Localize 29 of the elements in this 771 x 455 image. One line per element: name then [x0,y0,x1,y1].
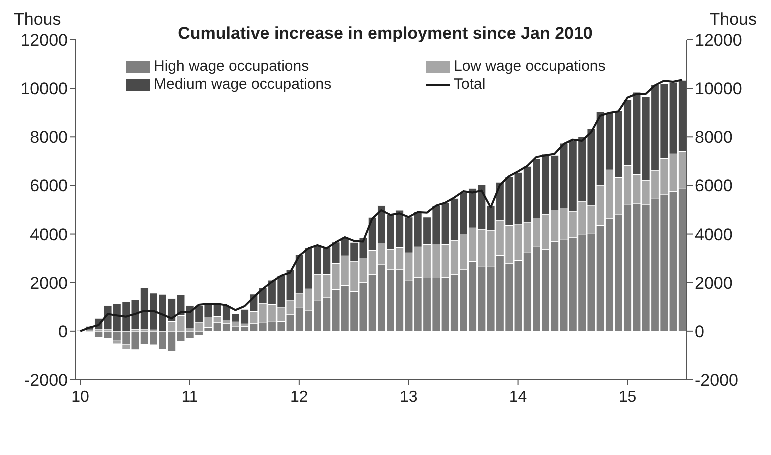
legend-label: Low wage occupations [454,58,606,76]
x-tick-label: 10 [72,389,90,406]
y-tick-label: 12000 [20,31,68,50]
x-tick-label: 14 [509,389,528,406]
y-tick-label: 2000 [30,274,68,293]
y-tick-label: 4000 [30,225,68,244]
y2-tick-label: 12000 [695,31,742,50]
y-axis-title: Thous [14,10,62,30]
x-tick-label: 12 [290,389,308,406]
legend-label: High wage occupations [154,58,310,76]
legend-label: Medium wage occupations [154,76,332,94]
y2-tick-label: 0 [695,322,704,342]
y2-tick-label: 8000 [695,128,733,148]
y-tick-label: 8000 [30,128,68,148]
y-tick-label: 10000 [20,80,68,99]
x-tick-label: 15 [618,389,637,406]
y2-tick-label: 4000 [695,225,733,244]
y2-tick-label: 2000 [695,274,733,293]
y2-tick-label: 6000 [695,176,733,196]
y-tick-label: 0 [58,322,68,342]
y2-tick-label: -2000 [695,371,738,390]
y2-axis-title: Thous [710,10,757,30]
x-tick-label: 11 [182,389,198,406]
y-tick-label: 6000 [30,176,68,196]
y2-tick-label: 10000 [695,80,742,99]
x-tick-label: 13 [400,389,418,406]
legend-label: Total [454,76,486,94]
y-tick-label: -2000 [24,371,68,390]
chart-title: Cumulative increase in employment since Jan 2010 [178,24,593,43]
